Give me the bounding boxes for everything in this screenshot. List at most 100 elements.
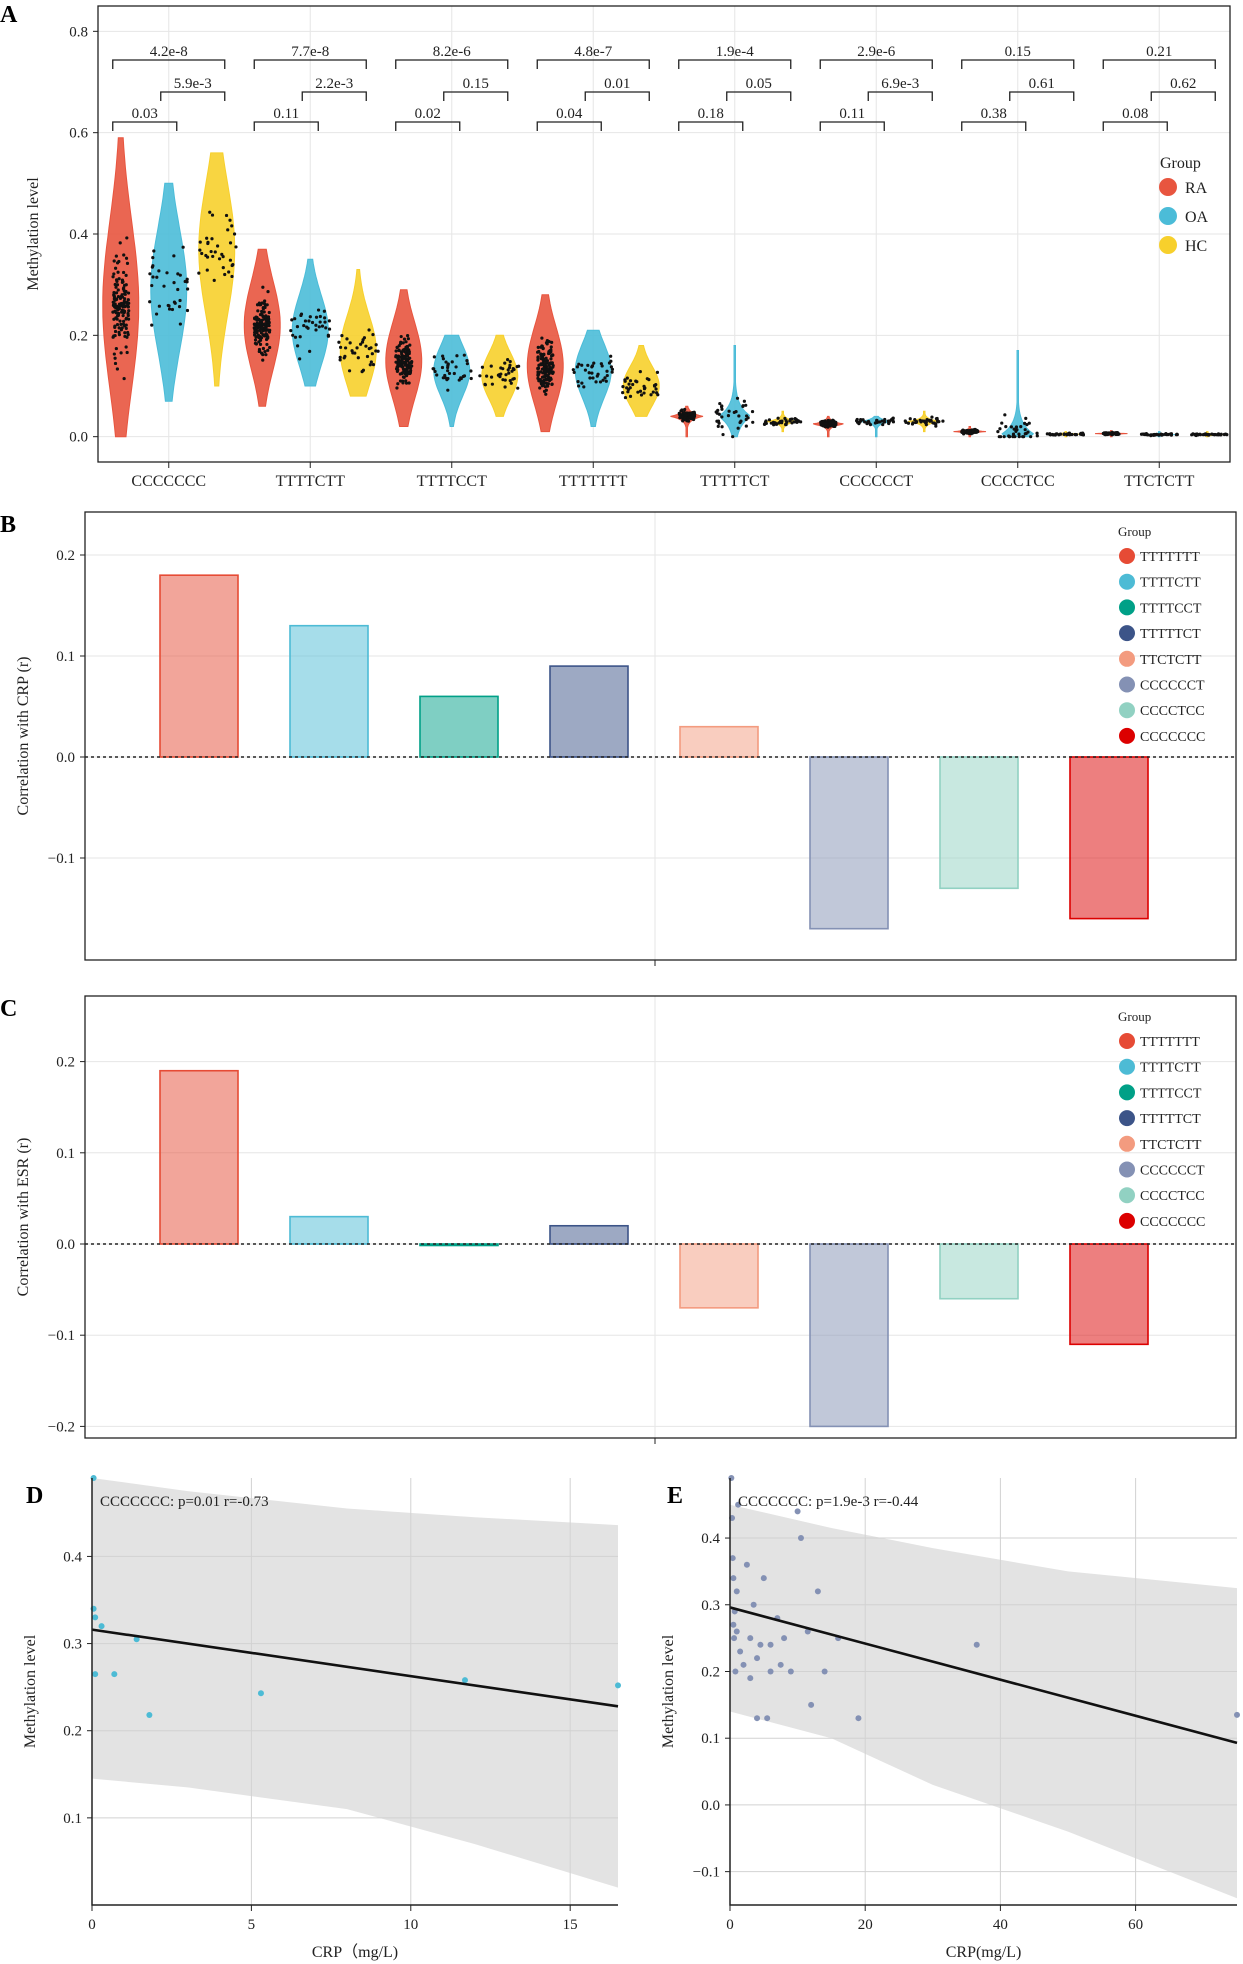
- data-point: [455, 354, 459, 358]
- data-point: [306, 326, 310, 330]
- data-point: [364, 344, 368, 348]
- data-point: [538, 386, 542, 390]
- data-point: [595, 374, 599, 378]
- significance-bracket: [536, 59, 650, 69]
- p-value-label: 0.02: [415, 106, 441, 122]
- data-point: [831, 423, 835, 427]
- legend-marker: [1119, 625, 1135, 642]
- x-tick-label: CCCCTCC: [981, 473, 1055, 490]
- violin-RA: [102, 137, 140, 438]
- data-point: [716, 424, 720, 428]
- data-point: [266, 348, 270, 352]
- data-point: [973, 1641, 980, 1648]
- x-tick-label: 0: [88, 1917, 96, 1933]
- data-point: [112, 352, 116, 356]
- data-point: [126, 317, 131, 321]
- data-point: [1017, 432, 1021, 436]
- data-point: [550, 371, 555, 376]
- data-point: [167, 307, 172, 311]
- significance-bracket: [1102, 121, 1168, 131]
- data-point: [750, 409, 755, 414]
- data-point: [538, 370, 543, 374]
- data-point: [208, 210, 212, 214]
- data-point: [115, 261, 120, 265]
- data-point: [92, 1614, 99, 1621]
- data-point: [1105, 431, 1110, 436]
- data-point: [735, 396, 740, 400]
- data-point: [572, 370, 576, 375]
- data-point: [148, 272, 152, 276]
- data-point: [261, 285, 265, 289]
- data-point: [928, 419, 932, 423]
- data-point: [536, 345, 540, 349]
- data-point: [173, 301, 177, 305]
- data-point: [638, 370, 642, 374]
- data-point: [408, 364, 412, 368]
- bar-TTTTCTT: [289, 1215, 369, 1245]
- data-point: [234, 245, 238, 249]
- bar-CCCCCCT: [809, 756, 889, 930]
- data-point: [536, 358, 540, 362]
- data-point: [1109, 431, 1113, 435]
- data-point: [404, 381, 409, 385]
- x-tick-label: TTTTTTT: [559, 473, 628, 490]
- data-point: [113, 361, 118, 366]
- data-point: [121, 280, 125, 284]
- data-point: [122, 270, 126, 275]
- data-point: [550, 340, 554, 344]
- legend-label: TTTTCTT: [1140, 1061, 1201, 1076]
- data-point: [215, 244, 220, 248]
- data-point: [537, 372, 541, 376]
- data-point: [609, 359, 613, 363]
- data-point: [370, 352, 374, 356]
- data-point: [883, 417, 887, 422]
- data-point: [123, 291, 127, 296]
- significance-bracket: [1150, 91, 1216, 101]
- data-point: [469, 376, 473, 381]
- data-point: [402, 337, 407, 341]
- data-point: [221, 266, 225, 270]
- data-point: [111, 310, 115, 314]
- data-point: [303, 319, 308, 323]
- data-point: [348, 341, 352, 345]
- data-point: [882, 420, 887, 424]
- data-point: [904, 420, 908, 424]
- legend-label: TTTTTTT: [1140, 550, 1200, 565]
- data-point: [594, 380, 598, 384]
- data-point: [941, 419, 945, 423]
- x-axis-label: CRP(mg/L): [946, 1944, 1022, 1961]
- p-value-label: 0.11: [273, 106, 299, 122]
- data-point: [224, 213, 229, 218]
- data-point: [1023, 428, 1027, 432]
- data-point: [446, 364, 450, 368]
- data-point: [266, 290, 270, 294]
- data-point: [120, 326, 124, 330]
- data-point: [261, 346, 266, 351]
- data-point: [503, 385, 507, 389]
- y-axis-label: Correlation with CRP (r): [15, 657, 32, 816]
- data-point: [256, 309, 260, 313]
- data-point: [172, 254, 176, 258]
- data-point: [409, 361, 413, 365]
- data-point: [744, 403, 748, 407]
- data-point: [781, 1635, 788, 1642]
- data-point: [396, 359, 400, 364]
- data-point: [403, 363, 407, 367]
- data-point: [254, 325, 258, 329]
- data-point: [356, 356, 360, 360]
- data-point: [394, 349, 398, 353]
- data-point: [1021, 435, 1025, 439]
- violin-HC: [622, 345, 660, 417]
- data-point: [444, 360, 448, 364]
- data-point: [631, 382, 635, 387]
- data-point: [609, 354, 613, 358]
- data-point: [1216, 433, 1221, 437]
- data-point: [205, 236, 209, 240]
- data-point: [873, 421, 877, 425]
- significance-bracket: [961, 59, 1075, 69]
- data-point: [374, 343, 378, 347]
- data-point: [255, 331, 259, 335]
- data-point: [397, 348, 401, 352]
- data-point: [808, 1701, 815, 1708]
- data-point: [98, 1623, 105, 1630]
